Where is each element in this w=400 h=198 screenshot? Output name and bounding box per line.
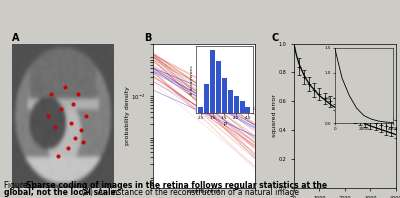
Y-axis label: probability density: probability density <box>124 86 130 145</box>
Text: MP: MP <box>380 84 388 89</box>
Text: C: C <box>272 32 279 43</box>
Text: Sparse coding of images in the retina follows regular statistics at the: Sparse coding of images in the retina fo… <box>26 181 327 190</box>
Text: A: A <box>12 32 20 43</box>
Text: (A)  An instance of the reconstruction of a natural image: (A) An instance of the reconstruction of… <box>77 188 299 197</box>
Text: Figure 1:: Figure 1: <box>4 181 42 190</box>
Text: global, not the local scale:: global, not the local scale: <box>4 188 119 197</box>
Text: B: B <box>144 32 151 43</box>
X-axis label: coefficient: coefficient <box>188 189 220 194</box>
Y-axis label: squared error: squared error <box>272 94 277 137</box>
